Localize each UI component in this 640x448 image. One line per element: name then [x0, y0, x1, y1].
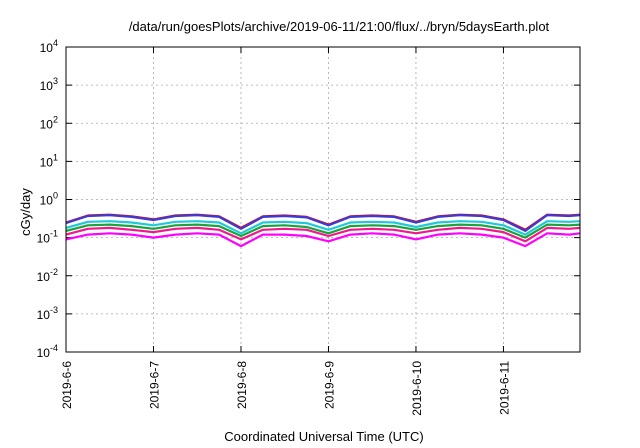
x-tick-label: 2019-6-8: [235, 361, 249, 409]
y-axis-ticks: 10-4 10-3 10-2 10-1 100 101 102 103 104: [37, 38, 580, 360]
x-axis-ticks: 2019-6-6 2019-6-7 2019-6-8 2019-6-9 2019-6-1…: [60, 47, 511, 416]
y-tick-label: 100: [40, 191, 58, 208]
series-line-5: [65, 226, 581, 243]
x-tick-label: 2019-6-7: [147, 361, 161, 409]
chart-title: /data/run/goesPlots/archive/2019-06-11/2…: [129, 19, 550, 34]
x-tick-label: 2019-6-10: [410, 361, 424, 416]
x-tick-label: 2019-6-6: [60, 361, 74, 409]
y-tick-label: 101: [40, 152, 58, 169]
data-series: [65, 213, 581, 248]
y-tick-label: 10-4: [37, 343, 58, 360]
grid: [66, 46, 580, 353]
series-line-4: [65, 223, 581, 239]
y-tick-label: 104: [40, 38, 58, 55]
x-axis-label: Coordinated Universal Time (UTC): [224, 429, 423, 444]
y-tick-label: 10-2: [37, 267, 58, 284]
series-line-2: [65, 214, 581, 232]
y-axis-label: cGy/day: [18, 188, 33, 236]
x-tick-label: 2019-6-9: [322, 361, 336, 409]
y-tick-label: 10-3: [37, 305, 58, 322]
y-tick-label: 10-1: [37, 229, 58, 246]
y-tick-label: 102: [40, 114, 58, 131]
series-line-3: [65, 220, 581, 236]
x-tick-label: 2019-6-11: [497, 361, 511, 415]
series-line-6: [65, 232, 581, 248]
plot-frame: [65, 46, 581, 353]
y-tick-label: 103: [40, 76, 58, 93]
